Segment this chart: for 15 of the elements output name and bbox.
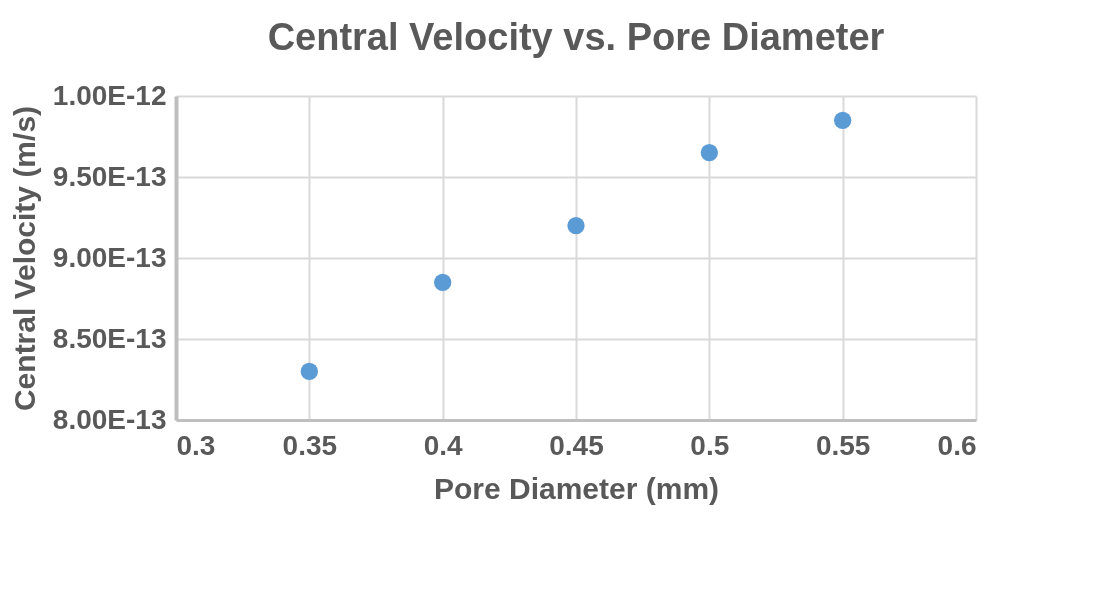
- x-tick-label: 0.5: [690, 429, 730, 461]
- y-tick-label: 8.50E-13: [52, 322, 167, 354]
- y-tick-label: 9.50E-13: [52, 160, 167, 192]
- y-axis-title: Central Velocity (m/s): [7, 105, 41, 412]
- x-axis-title: Pore Diameter (mm): [433, 471, 720, 505]
- x-tick-label: 0.35: [282, 429, 338, 461]
- x-tick-label: 0.4: [423, 429, 464, 461]
- x-tick-label: 0.55: [815, 429, 871, 461]
- x-tick-label: 0.6: [937, 429, 977, 461]
- y-tick-label: 9.00E-13: [52, 241, 167, 273]
- y-tick-label: 1.00E-12: [52, 79, 167, 111]
- chart-title: Central Velocity vs. Pore Diameter: [267, 16, 885, 58]
- x-tick-label: 0.45: [549, 429, 604, 461]
- x-tick-label: 0.3: [176, 429, 216, 461]
- y-tick-label: 8.00E-13: [52, 403, 167, 435]
